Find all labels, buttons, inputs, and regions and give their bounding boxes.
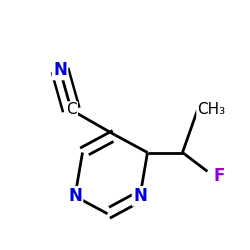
Text: N: N bbox=[53, 61, 67, 79]
Text: N: N bbox=[133, 187, 147, 205]
Text: F: F bbox=[214, 167, 225, 185]
Text: N: N bbox=[68, 187, 82, 205]
Text: N: N bbox=[68, 187, 82, 205]
Text: N: N bbox=[133, 187, 147, 205]
Text: F: F bbox=[214, 167, 225, 185]
Text: C: C bbox=[66, 102, 76, 118]
Text: CH₃: CH₃ bbox=[198, 102, 226, 118]
Text: CH₃: CH₃ bbox=[198, 102, 228, 118]
Text: N: N bbox=[53, 61, 67, 79]
Text: C: C bbox=[66, 102, 77, 118]
